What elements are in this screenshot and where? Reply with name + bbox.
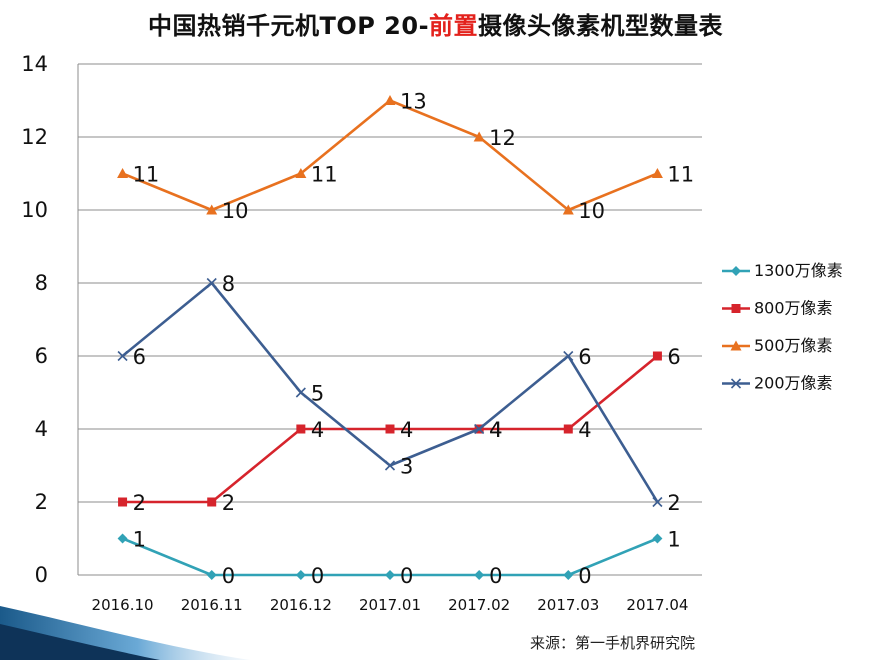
- y-tick-label: 14: [21, 52, 48, 76]
- y-tick-label: 6: [35, 344, 48, 368]
- line-chart: 024681012142016.10 2016.11 2016.12 2017.01 2…: [0, 0, 871, 660]
- data-label: 11: [133, 163, 160, 187]
- data-label: 11: [667, 163, 694, 187]
- series-line-4: [123, 283, 658, 502]
- data-label: 4: [311, 418, 324, 442]
- data-label: 0: [311, 564, 324, 588]
- data-label: 13: [400, 90, 427, 114]
- data-label: 4: [489, 418, 502, 442]
- data-point-marker: [117, 168, 128, 178]
- data-label: 0: [400, 564, 413, 588]
- data-label: 1: [133, 528, 146, 552]
- data-point-marker: [386, 425, 395, 434]
- x-tick-label: 2016.12: [270, 596, 332, 614]
- data-point-marker: [563, 570, 573, 580]
- data-label: 0: [222, 564, 235, 588]
- x-tick-label: 2016.11: [181, 596, 243, 614]
- data-point-marker: [653, 352, 662, 361]
- data-label: 6: [667, 345, 680, 369]
- data-label: 2: [667, 491, 680, 515]
- data-point-marker: [385, 95, 396, 105]
- series-line-3: [123, 101, 658, 211]
- y-tick-label: 4: [35, 417, 48, 441]
- y-tick-label: 12: [21, 125, 48, 149]
- x-tick-label: 2017.02: [448, 596, 510, 614]
- data-label: 10: [578, 199, 605, 223]
- data-label: 2: [222, 491, 235, 515]
- data-point-marker: [207, 498, 216, 507]
- data-label: 2: [133, 491, 146, 515]
- data-point-marker: [296, 388, 305, 397]
- data-label: 6: [133, 345, 146, 369]
- data-point-marker: [474, 570, 484, 580]
- data-label: 1: [667, 528, 680, 552]
- data-point-marker: [652, 168, 663, 178]
- data-label: 5: [311, 382, 324, 406]
- x-tick-label: 2017.01: [359, 596, 421, 614]
- source-note: 来源：第一手机界研究院: [530, 632, 695, 653]
- legend-label: 200万像素: [754, 374, 833, 393]
- data-point-marker: [385, 570, 395, 580]
- y-tick-label: 8: [35, 271, 48, 295]
- x-tick-label: 2017.03: [537, 596, 599, 614]
- data-label: 11: [311, 163, 338, 187]
- data-point-marker: [118, 534, 128, 544]
- data-label: 8: [222, 272, 235, 296]
- data-point-marker: [296, 570, 306, 580]
- x-tick-label: 2016.10: [92, 596, 154, 614]
- data-point-marker: [652, 534, 662, 544]
- data-point-marker: [207, 570, 217, 580]
- y-tick-label: 0: [35, 563, 48, 587]
- data-label: 0: [489, 564, 502, 588]
- data-label: 3: [400, 455, 413, 479]
- y-tick-label: 2: [35, 490, 48, 514]
- series-line-1: [123, 539, 658, 576]
- legend-label: 500万像素: [754, 336, 833, 355]
- data-label: 4: [400, 418, 413, 442]
- legend-label: 1300万像素: [754, 261, 843, 280]
- data-label: 0: [578, 564, 591, 588]
- data-label: 12: [489, 126, 516, 150]
- data-point-marker: [296, 425, 305, 434]
- data-label: 4: [578, 418, 591, 442]
- y-tick-label: 10: [21, 198, 48, 222]
- legend-marker: [731, 266, 741, 276]
- data-label: 10: [222, 199, 249, 223]
- legend-marker: [732, 304, 741, 313]
- legend-label: 800万像素: [754, 299, 833, 318]
- data-point-marker: [118, 498, 127, 507]
- data-point-marker: [564, 425, 573, 434]
- data-label: 6: [578, 345, 591, 369]
- x-tick-label: 2017.04: [626, 596, 688, 614]
